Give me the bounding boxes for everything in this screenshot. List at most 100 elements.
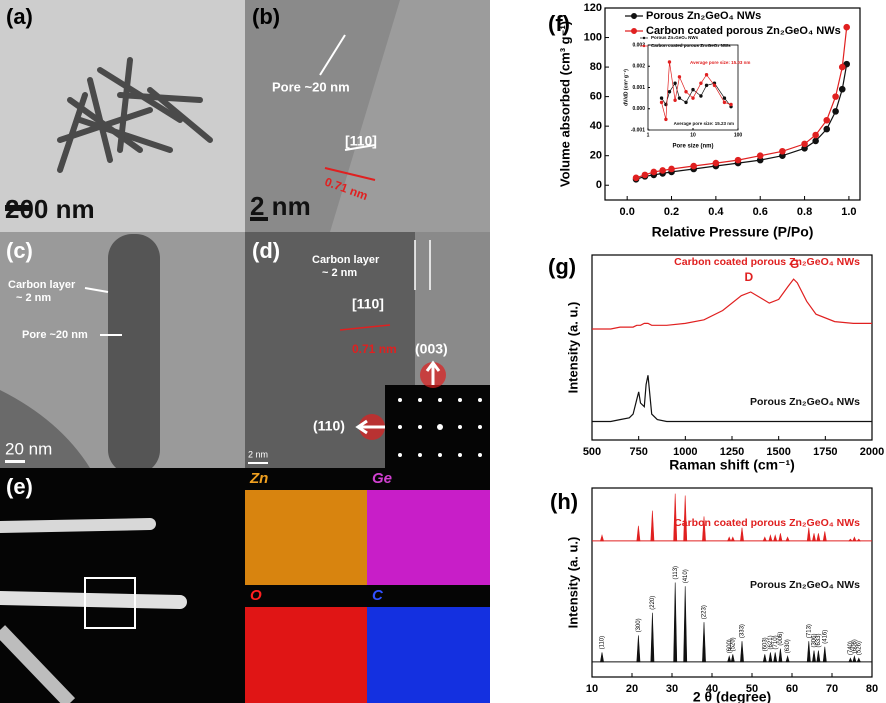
series-label: Carbon coated porous Zn₂GeO₄ NWs — [674, 517, 860, 529]
annotation: 0.71 nm — [352, 342, 397, 356]
peak-label: (006) — [778, 632, 784, 646]
peak-label: (520) — [730, 637, 736, 651]
data-point — [812, 131, 819, 139]
x-tick-label: 80 — [866, 683, 878, 695]
peak-label: (410) — [683, 569, 689, 583]
legend-label: Porous Zn₂GeO₄ NWs — [651, 35, 699, 40]
peak — [822, 531, 827, 542]
peak-label: (223) — [702, 605, 708, 619]
annotation: ~ 2 nm — [16, 292, 51, 304]
map-c — [367, 607, 490, 703]
x-tick-label: 20 — [626, 683, 638, 695]
series-line — [661, 82, 732, 107]
annotation: Pore ~20 nm — [272, 79, 350, 94]
peak — [730, 654, 735, 663]
annotation: Average pore size: 15.03 nm — [690, 60, 750, 65]
data-point — [673, 98, 677, 102]
x-axis-label: Relative Pressure (P/Po) — [652, 224, 814, 240]
legend-marker — [642, 44, 646, 48]
data-point — [659, 100, 664, 105]
y-tick-label: -0.001 — [631, 127, 645, 133]
annotation: D — [744, 270, 753, 284]
map-label: C — [372, 587, 384, 604]
peak — [683, 495, 688, 542]
data-point — [677, 96, 682, 100]
arrow — [319, 34, 346, 76]
nanowire — [0, 591, 187, 609]
x-tick-label: 1 — [647, 132, 650, 138]
peak — [768, 652, 773, 663]
data-point — [838, 63, 846, 71]
peak-label: (220) — [650, 596, 656, 610]
peak — [727, 536, 732, 542]
x-tick-label: 0.4 — [708, 206, 724, 218]
series-line — [635, 63, 848, 180]
peak — [812, 533, 816, 542]
scale-label: 2 nm — [250, 191, 311, 221]
data-point — [722, 100, 727, 105]
nanowire — [0, 518, 156, 533]
scale-label: 20 nm — [5, 439, 52, 458]
panel-label: (e) — [6, 474, 33, 499]
x-tick-label: 10 — [586, 683, 598, 695]
peak — [762, 654, 767, 663]
peak-label: (633) — [816, 634, 822, 648]
data-point — [667, 90, 672, 94]
peak — [806, 527, 811, 542]
x-tick-label: 0.8 — [797, 206, 812, 218]
peak — [778, 648, 783, 663]
data-point — [690, 162, 697, 170]
peak — [650, 510, 655, 542]
nanowire — [0, 390, 90, 468]
peak — [673, 493, 678, 542]
data-point — [838, 85, 846, 93]
y-tick-label: 80 — [590, 61, 602, 73]
peak — [636, 525, 641, 542]
scale-bar — [250, 217, 268, 221]
data-point — [832, 108, 839, 115]
data-point — [699, 94, 703, 98]
data-point — [734, 156, 742, 164]
data-point — [641, 171, 649, 179]
peak — [852, 655, 857, 663]
y-tick-label: 0.000 — [632, 106, 645, 112]
peak-label: (713) — [806, 624, 812, 638]
peak-label: (600) — [727, 639, 733, 653]
data-point — [632, 174, 640, 182]
y-tick-label: 20 — [590, 150, 602, 162]
data-point — [684, 100, 688, 105]
x-tick-label: 10 — [690, 132, 696, 138]
map-ge — [367, 490, 490, 585]
peak-label: (710) — [773, 635, 779, 649]
x-tick-label: 30 — [666, 683, 678, 695]
spacing-mark — [339, 324, 391, 331]
series-label: Carbon coated porous Zn₂GeO₄ NWs — [674, 256, 860, 268]
peak — [778, 533, 783, 542]
data-point — [668, 165, 675, 173]
plot-frame — [647, 44, 739, 131]
annotation: Carbon layer — [312, 254, 380, 266]
x-axis-label: Raman shift (cm⁻¹) — [669, 457, 795, 473]
series-label: Porous Zn₂GeO₄ NWs — [750, 396, 860, 408]
y-axis-label: dV/dD (cm³ g⁻¹) — [623, 69, 629, 106]
peak — [683, 586, 688, 663]
panel-label: (f) — [548, 11, 570, 36]
peak — [816, 533, 821, 542]
nanowire — [0, 625, 76, 703]
data-point — [801, 140, 808, 148]
data-point — [673, 81, 677, 85]
peak — [816, 650, 821, 663]
x-tick-label: 500 — [583, 446, 601, 458]
diffraction-spots — [398, 398, 482, 457]
peak — [852, 536, 857, 542]
data-point — [650, 168, 658, 176]
data-point — [667, 60, 672, 64]
peak-label: (306) — [812, 634, 818, 648]
peak — [740, 527, 744, 542]
peak-label: (333) — [740, 624, 746, 638]
x-tick-label: 1250 — [720, 446, 744, 458]
peak-label: (110) — [600, 636, 606, 650]
carbon-region — [415, 232, 490, 385]
peak — [740, 641, 744, 663]
